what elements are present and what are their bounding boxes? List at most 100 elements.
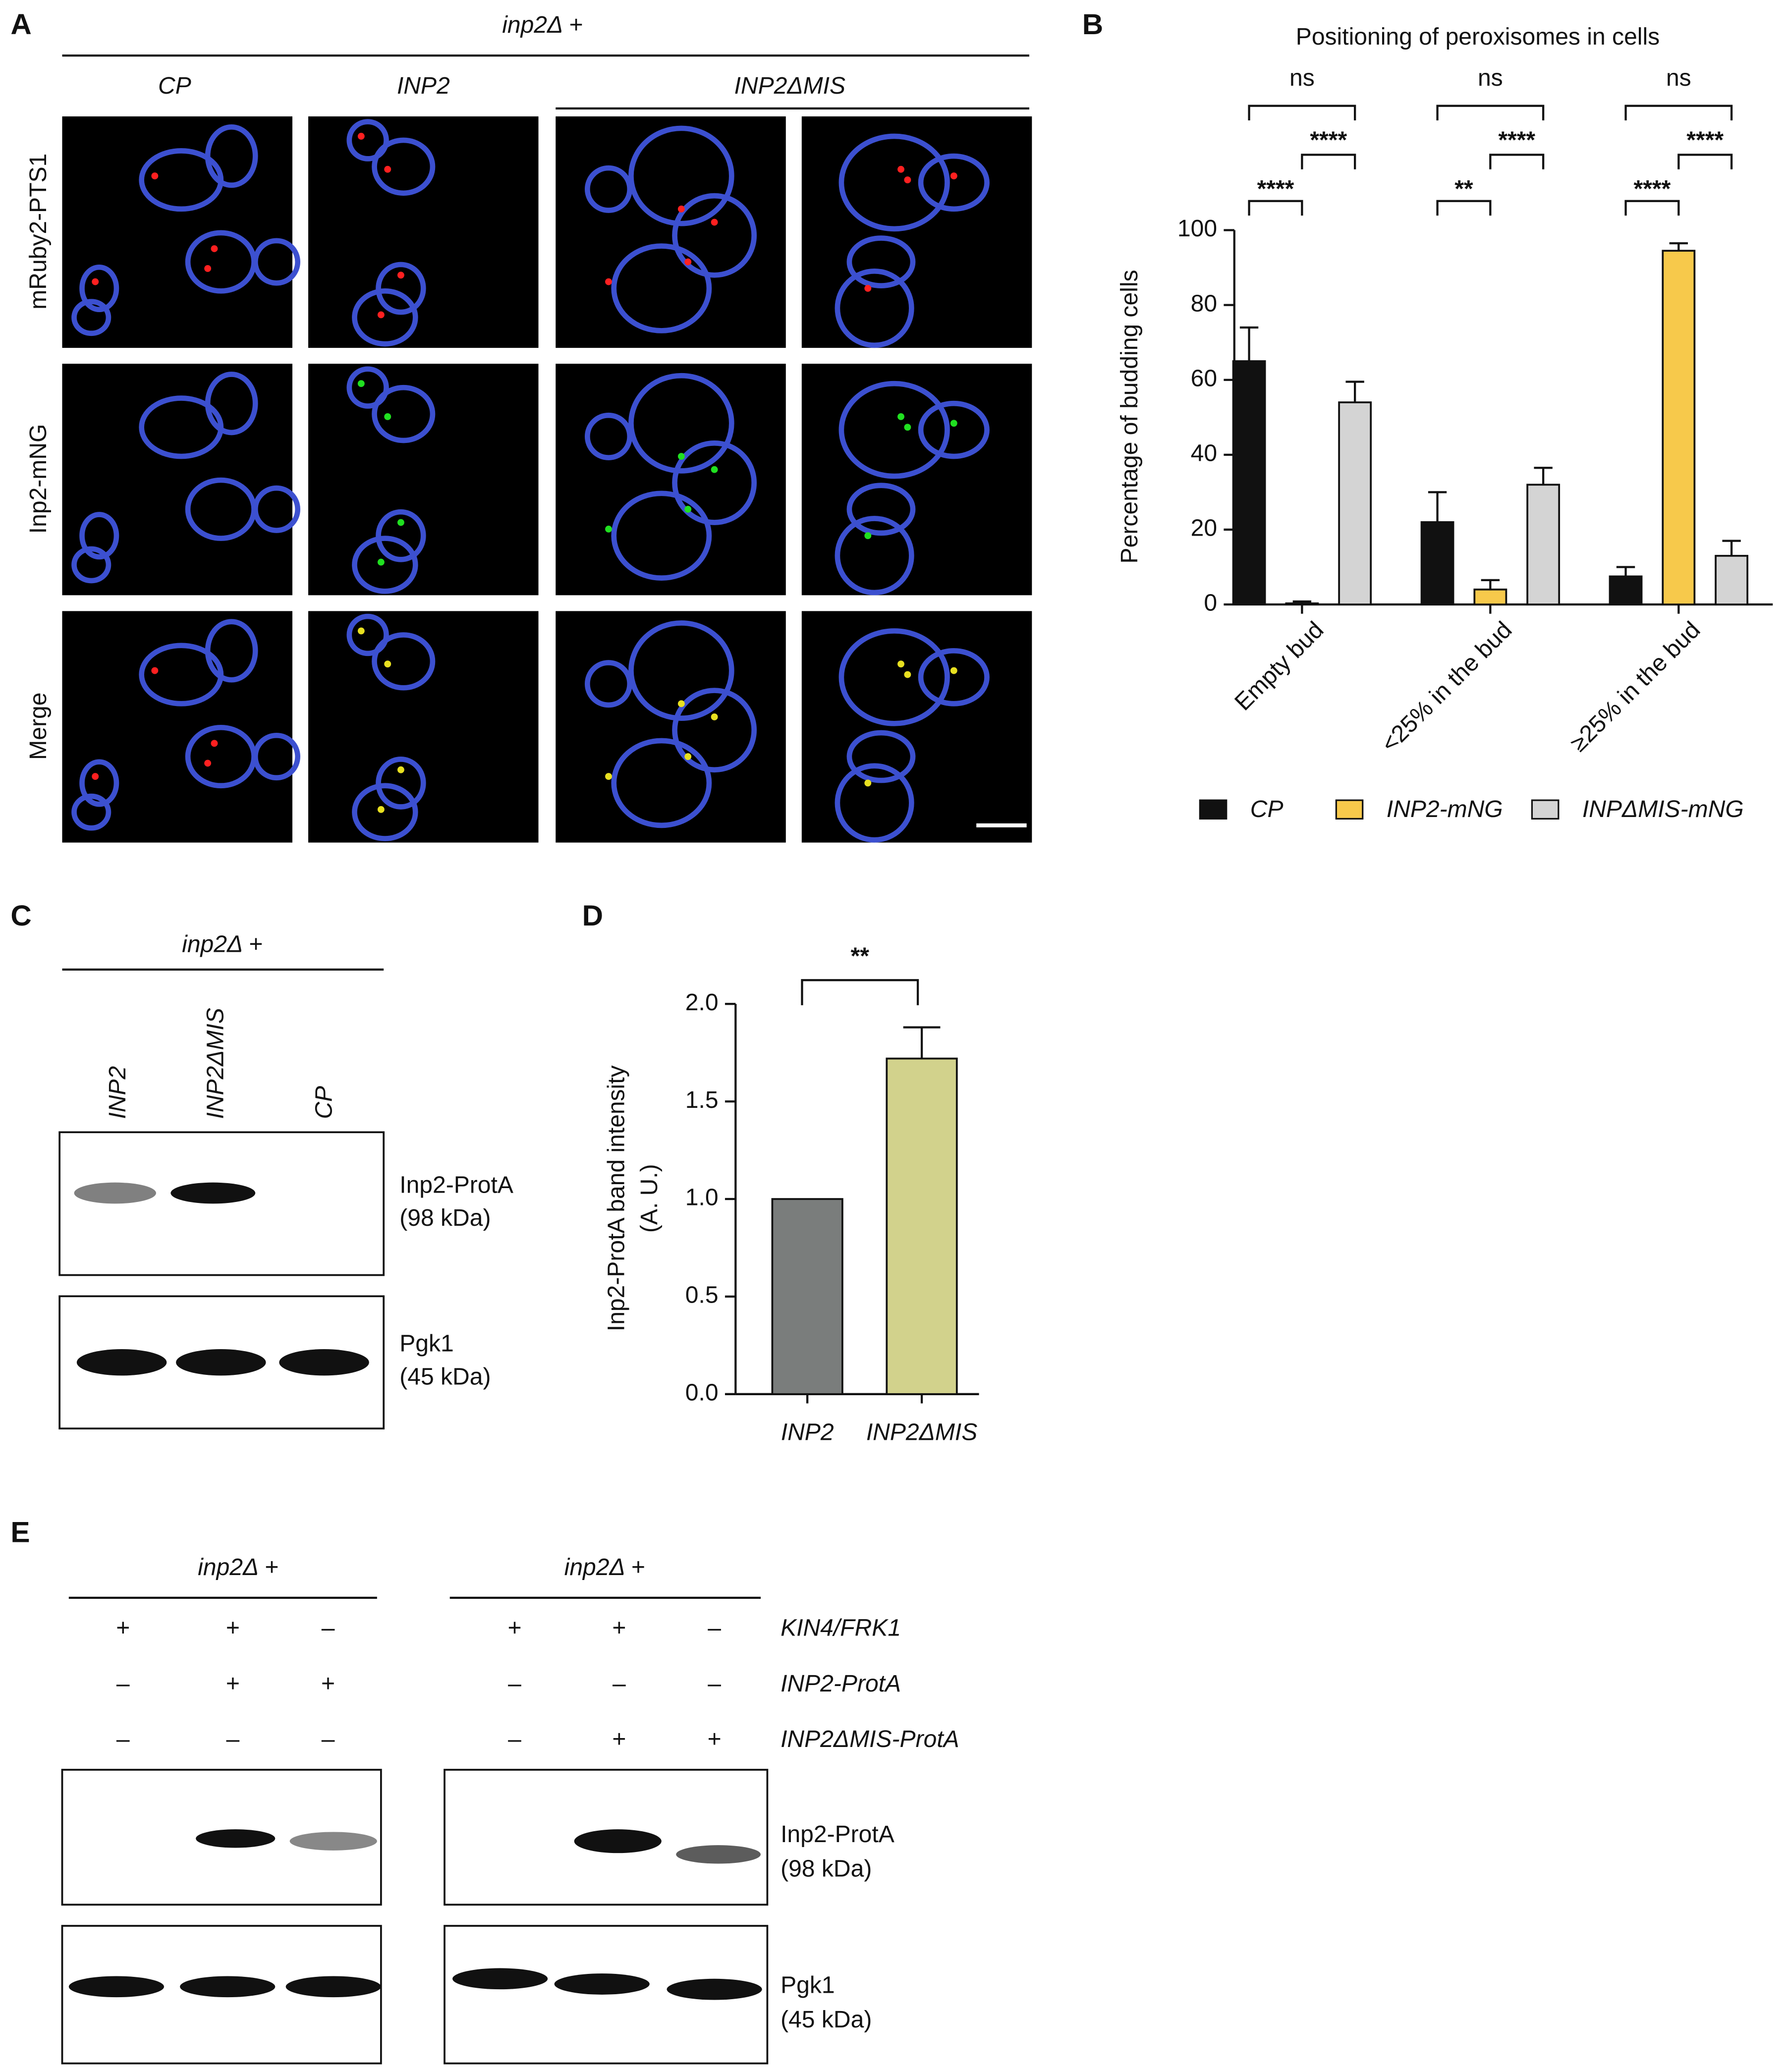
micrograph — [62, 116, 301, 348]
y-tick-label: 80 — [1191, 290, 1217, 317]
peroxisome — [864, 532, 872, 540]
significance-label: **** — [1498, 127, 1535, 153]
significance-bracket — [1624, 200, 1680, 216]
peroxisome — [151, 667, 159, 674]
cell-outline — [835, 268, 914, 348]
row-label: mRuby2-PTS1 — [25, 154, 52, 310]
band — [574, 1829, 662, 1854]
band — [279, 1349, 369, 1376]
condition-sign: – — [322, 1615, 335, 1641]
cell-outline — [352, 536, 418, 594]
error-bar — [1292, 600, 1312, 603]
peroxisome — [357, 133, 365, 140]
peroxisome — [397, 272, 404, 279]
condition-label: KIN4/FRK1 — [781, 1615, 901, 1641]
bar — [771, 1198, 843, 1395]
blot-label: (45 kDa) — [399, 1363, 491, 1390]
cell-outline — [346, 119, 389, 162]
peroxisome — [897, 165, 904, 173]
peroxisome — [92, 278, 99, 285]
peroxisome — [397, 519, 404, 526]
peroxisome — [950, 667, 957, 674]
cell-outline — [628, 373, 734, 474]
peroxisome — [684, 753, 692, 760]
peroxisome — [377, 806, 385, 813]
significance-bracket — [1436, 200, 1492, 216]
error-bar — [1616, 566, 1635, 577]
error-bar — [1239, 326, 1259, 361]
cell-outline — [918, 648, 990, 707]
x-tick-label: INP2 — [781, 1419, 834, 1446]
cell-outline — [838, 381, 950, 479]
y-axis-label: Percentage of budding cells — [1116, 270, 1143, 563]
y-tick-label: 40 — [1191, 440, 1217, 467]
x-tick-label: ≥25% in the bud — [1565, 617, 1706, 757]
error-bar — [1428, 491, 1447, 522]
band — [289, 1832, 377, 1851]
significance-label: **** — [1634, 176, 1671, 202]
blot-label: Inp2-ProtA — [781, 1821, 894, 1848]
micrograph-background — [556, 116, 786, 348]
cell-outline — [71, 299, 112, 336]
condition-sign: + — [321, 1671, 335, 1697]
band — [176, 1349, 266, 1376]
micrograph — [308, 116, 539, 348]
condition-sign: – — [508, 1726, 521, 1752]
y-axis-label: (A. U.) — [636, 1164, 663, 1233]
condition-sign: + — [708, 1726, 722, 1752]
peroxisome — [397, 766, 404, 773]
cell-outline — [584, 412, 633, 461]
peroxisome — [357, 627, 365, 635]
cell-outline — [838, 133, 950, 232]
panel-letter: D — [582, 900, 603, 932]
legend-label: INPΔMIS-mNG — [1582, 796, 1744, 822]
cell-outline — [628, 125, 734, 226]
condition-sign: + — [116, 1615, 130, 1641]
peroxisome — [384, 413, 391, 420]
peroxisome — [897, 660, 904, 668]
blot-frame — [58, 1131, 385, 1276]
peroxisome — [92, 773, 99, 780]
bar — [1609, 575, 1643, 605]
bar — [1715, 554, 1749, 605]
peroxisome — [377, 558, 385, 566]
condition-sign: – — [708, 1671, 721, 1697]
condition-sign: – — [708, 1615, 721, 1641]
significance-bracket — [1301, 154, 1356, 169]
blot-label: (98 kDa) — [781, 1856, 872, 1882]
bar — [1662, 250, 1696, 605]
error-bar — [1722, 540, 1741, 556]
peroxisome — [384, 660, 391, 668]
bar — [1338, 401, 1372, 605]
error-bar — [1345, 381, 1364, 403]
legend-label: CP — [1250, 796, 1284, 822]
error-bar — [1669, 242, 1688, 251]
significance-bracket — [1489, 154, 1545, 169]
micrograph — [308, 611, 539, 843]
bar — [1420, 521, 1454, 605]
significance-label: ns — [1666, 65, 1691, 91]
panel-header: inp2Δ + — [564, 1554, 645, 1581]
peroxisome — [904, 671, 911, 678]
peroxisome — [864, 779, 872, 787]
bar — [1526, 484, 1561, 605]
micrograph — [801, 364, 1032, 596]
y-tick-label: 60 — [1191, 365, 1217, 391]
cell-outline — [918, 400, 990, 459]
peroxisome — [684, 505, 692, 513]
cell-outline — [835, 516, 914, 596]
cell-outline — [346, 613, 389, 656]
bar — [886, 1057, 958, 1395]
legend-swatch — [1335, 799, 1364, 820]
micrograph-background — [308, 364, 539, 596]
panel-letter: A — [10, 8, 31, 41]
panel-letter: E — [10, 1516, 30, 1548]
significance-label: **** — [1310, 127, 1347, 153]
peroxisome — [897, 413, 904, 420]
cell-outline — [672, 193, 757, 278]
legend-label: INP2-mNG — [1387, 796, 1503, 822]
peroxisome — [864, 285, 872, 292]
peroxisome — [904, 176, 911, 184]
condition-sign: + — [507, 1615, 521, 1641]
row-label: Inp2-mNG — [25, 424, 52, 534]
